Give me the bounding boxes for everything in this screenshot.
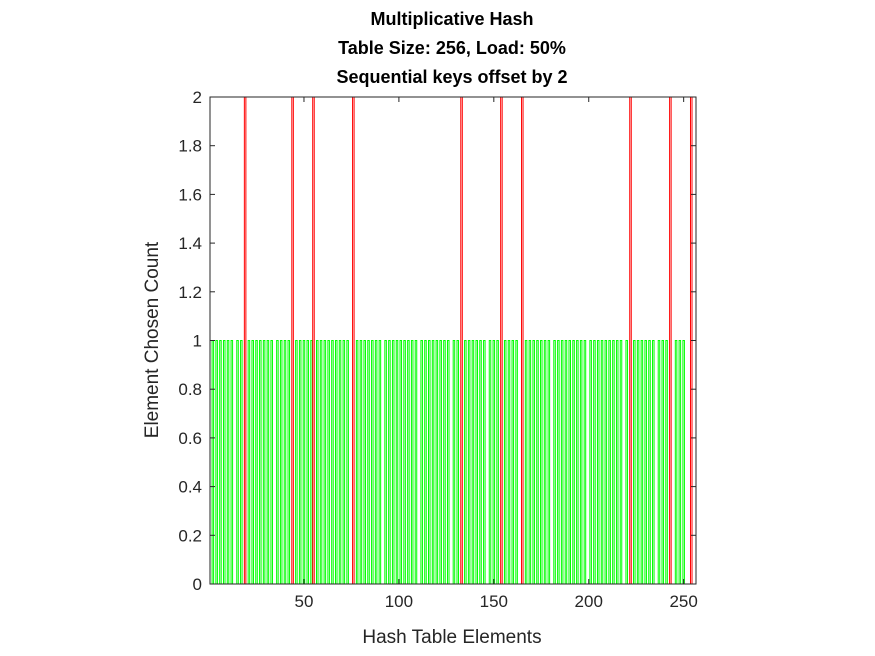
x-tick-label-250: 250 — [669, 592, 697, 611]
x-tick-label-200: 200 — [575, 592, 603, 611]
y-tick-label-1.4: 1.4 — [178, 234, 202, 253]
y-tick-label-0.6: 0.6 — [178, 429, 202, 448]
x-axis-label: Hash Table Elements — [362, 627, 541, 648]
chart-title-line-3: Sequential keys offset by 2 — [336, 67, 567, 87]
x-tick-label-150: 150 — [480, 592, 508, 611]
x-tick-label-50: 50 — [295, 592, 314, 611]
y-tick-label-0.8: 0.8 — [178, 380, 202, 399]
y-tick-label-1: 1 — [193, 332, 202, 351]
y-tick-label-1.2: 1.2 — [178, 283, 202, 302]
y-tick-label-0.2: 0.2 — [178, 526, 202, 545]
x-tick-label-100: 100 — [385, 592, 413, 611]
y-tick-label-0.4: 0.4 — [178, 478, 202, 497]
y-tick-label-1.6: 1.6 — [178, 185, 202, 204]
y-tick-label-1.8: 1.8 — [178, 137, 202, 156]
y-tick-label-2: 2 — [193, 88, 202, 107]
chart-title-line-1: Multiplicative Hash — [370, 9, 533, 29]
y-tick-label-0: 0 — [193, 575, 202, 594]
chart-title-line-2: Table Size: 256, Load: 50% — [338, 38, 566, 58]
y-axis-label: Element Chosen Count — [142, 241, 163, 438]
